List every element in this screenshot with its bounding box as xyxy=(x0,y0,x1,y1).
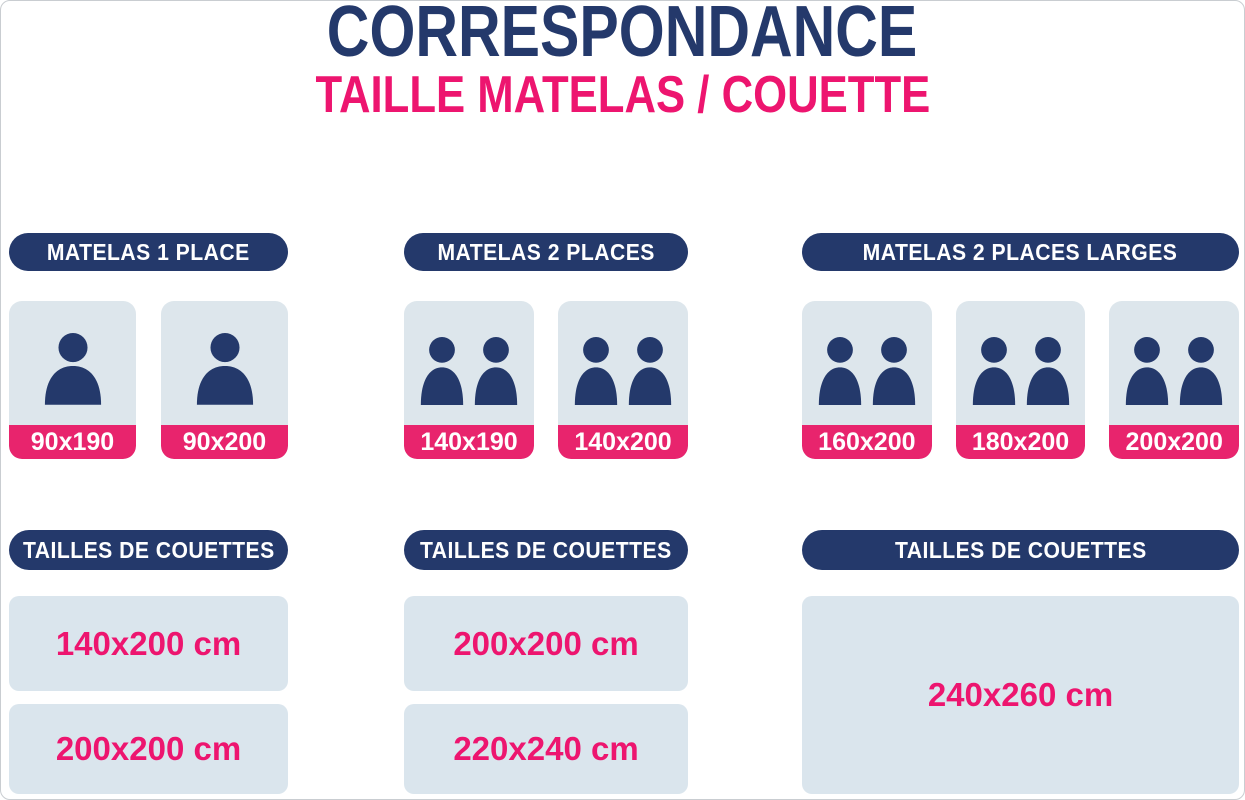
person-icons xyxy=(802,301,932,425)
person-icon xyxy=(194,333,256,405)
duvet-section-header: TAILLES DE COUETTES xyxy=(9,530,288,570)
mattress-card: 140x190 xyxy=(404,301,534,459)
mattress-card: 160x200 xyxy=(802,301,932,459)
duvet-size-label: 140x200 cm xyxy=(55,624,242,662)
duvet-size-label: 200x200 cm xyxy=(55,730,242,767)
mattress-card: 180x200 xyxy=(955,301,1086,459)
duvet-size-label: 220x240 cm xyxy=(453,730,639,767)
page-subtitle-text: TAILLE MATELAS / COUETTE xyxy=(315,66,930,124)
mattress-size-badge: 180x200 xyxy=(955,425,1086,459)
mattress-size-badge: 160x200 xyxy=(802,425,932,459)
person-icon xyxy=(419,336,465,405)
person-icons xyxy=(1109,301,1239,425)
mattress-size-label: 90x190 xyxy=(30,427,115,456)
mattress-size-badge: 140x190 xyxy=(404,425,534,459)
duvet-boxes: 140x200 cm 200x200 cm xyxy=(9,596,288,794)
mattress-cards-row: 160x200 180x200 200x200 xyxy=(802,301,1240,459)
person-icons xyxy=(558,301,688,425)
duvet-size-label: 200x200 cm xyxy=(453,624,639,662)
person-icons xyxy=(956,301,1086,425)
column-2: MATELAS 2 PLACES 140x190 140x200 TAILLES DE… xyxy=(404,233,688,794)
mattress-group-label: MATELAS 2 PLACES xyxy=(437,238,655,265)
duvet-boxes: 200x200 cm 220x240 cm xyxy=(404,596,688,794)
mattress-group-header: MATELAS 2 PLACES xyxy=(404,233,688,271)
person-icon xyxy=(573,336,619,405)
person-icon xyxy=(1124,336,1170,405)
duvet-section-header: TAILLES DE COUETTES xyxy=(404,530,688,570)
duvet-section-label: TAILLES DE COUETTES xyxy=(22,536,275,563)
person-icon xyxy=(627,336,673,405)
mattress-size-badge: 90x190 xyxy=(9,425,136,459)
mattress-card: 140x200 xyxy=(558,301,688,459)
mattress-group-header: MATELAS 2 PLACES LARGES xyxy=(802,233,1239,271)
mattress-card: 90x200 xyxy=(161,301,288,459)
page-subtitle: TAILLE MATELAS / COUETTE xyxy=(1,65,1244,125)
mattress-size-label: 140x190 xyxy=(420,427,518,456)
person-icon xyxy=(971,336,1017,405)
person-icons xyxy=(404,301,534,425)
duvet-size-box: 240x260 cm xyxy=(802,596,1239,794)
person-icons xyxy=(9,301,136,425)
mattress-size-label: 200x200 xyxy=(1125,427,1223,456)
mattress-size-label: 160x200 xyxy=(818,427,916,456)
duvet-size-box: 140x200 cm xyxy=(9,596,288,691)
person-icon xyxy=(871,336,917,405)
duvet-size-box: 200x200 cm xyxy=(404,596,688,691)
mattress-size-badge: 140x200 xyxy=(558,425,688,459)
mattress-size-label: 90x200 xyxy=(182,427,267,456)
person-icon xyxy=(473,336,519,405)
mattress-size-badge: 90x200 xyxy=(161,425,288,459)
duvet-size-label: 240x260 cm xyxy=(927,676,1114,713)
duvet-boxes: 240x260 cm xyxy=(802,596,1239,794)
page-title: CORRESPONDANCE xyxy=(1,0,1244,73)
person-icon xyxy=(817,336,863,405)
person-icon xyxy=(1025,336,1071,405)
mattress-card: 90x190 xyxy=(9,301,136,459)
mattress-group-label: MATELAS 1 PLACE xyxy=(47,238,250,265)
duvet-section-label: TAILLES DE COUETTES xyxy=(420,536,672,563)
mattress-card: 200x200 xyxy=(1109,301,1240,459)
mattress-cards-row: 140x190 140x200 xyxy=(404,301,688,459)
column-3: MATELAS 2 PLACES LARGES 160x200 180x200 200… xyxy=(802,233,1240,794)
column-1: MATELAS 1 PLACE 90x190 90x200 TAILLES DE CO… xyxy=(9,233,288,794)
duvet-size-box: 220x240 cm xyxy=(404,704,688,794)
mattress-size-label: 180x200 xyxy=(971,427,1070,456)
mattress-size-label: 140x200 xyxy=(574,427,672,456)
mattress-group-label: MATELAS 2 PLACES LARGES xyxy=(863,238,1178,265)
person-icon xyxy=(42,333,104,405)
duvet-section-label: TAILLES DE COUETTES xyxy=(894,536,1147,563)
page-title-text: CORRESPONDANCE xyxy=(327,0,918,72)
mattress-size-badge: 200x200 xyxy=(1109,425,1240,459)
duvet-size-box: 200x200 cm xyxy=(9,704,288,794)
person-icons xyxy=(161,301,288,425)
mattress-group-header: MATELAS 1 PLACE xyxy=(9,233,288,271)
person-icon xyxy=(1178,336,1224,405)
mattress-cards-row: 90x190 90x200 xyxy=(9,301,288,459)
duvet-section-header: TAILLES DE COUETTES xyxy=(802,530,1239,570)
